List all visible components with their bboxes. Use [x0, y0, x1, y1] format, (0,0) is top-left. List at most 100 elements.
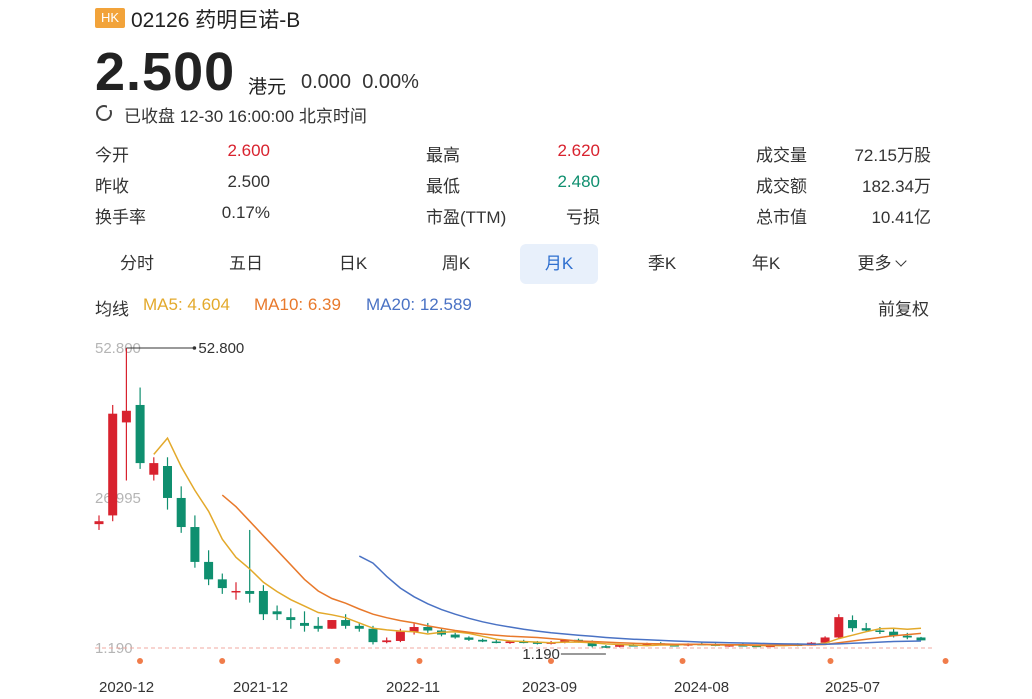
- high-value: 2.620: [557, 141, 600, 160]
- candle-body: [601, 646, 611, 648]
- candle-body: [327, 620, 337, 629]
- volume-value: 72.15万股: [854, 146, 931, 165]
- event-dot: [416, 658, 423, 664]
- tab-weekly-k[interactable]: 周K: [441, 254, 471, 273]
- currency-label: 港元: [248, 77, 287, 98]
- y-tick-label: 26.995: [95, 490, 141, 507]
- low-value: 2.480: [557, 172, 600, 191]
- high-label: 最高: [426, 146, 460, 165]
- amount-value: 182.34万: [862, 177, 931, 196]
- amount-label: 成交额: [756, 177, 807, 196]
- candle-body: [560, 639, 570, 643]
- candle-body: [765, 645, 775, 648]
- event-dot: [548, 658, 554, 664]
- ma5-legend: MA5: 4.604: [143, 295, 230, 314]
- low-label: 最低: [426, 177, 460, 196]
- tab-intraday[interactable]: 分时: [120, 254, 154, 273]
- x-tick-label: 2025-07: [825, 679, 881, 696]
- price-change: 0.000 0.00%: [301, 71, 419, 94]
- tab-yearly-k[interactable]: 年K: [751, 254, 781, 273]
- min-marker-label: 1.190: [522, 646, 560, 663]
- candle-body: [94, 521, 104, 525]
- candle-body: [916, 637, 926, 641]
- candle-body: [176, 497, 186, 528]
- candle-body: [861, 628, 871, 631]
- candle-body: [108, 413, 118, 516]
- candle-body: [450, 634, 460, 638]
- ma10-line: [221, 494, 922, 646]
- volume-label: 成交量: [756, 146, 807, 165]
- candle-body: [272, 611, 282, 615]
- candle-body: [354, 625, 364, 629]
- candle-body: [121, 410, 131, 423]
- candle-body: [423, 627, 433, 631]
- max-marker-dot: [192, 346, 197, 350]
- candle-body: [848, 620, 857, 629]
- candle-body: [902, 635, 912, 638]
- market-status: 已收盘 12-30 16:00:00 北京时间: [124, 107, 367, 126]
- candle-body: [204, 561, 214, 580]
- candle-body: [231, 590, 241, 593]
- prev-close-value: 2.500: [227, 172, 270, 191]
- candle-body: [313, 625, 323, 629]
- market-badge: HK: [95, 8, 125, 28]
- candle-body: [258, 590, 268, 615]
- tab-quarterly-k[interactable]: 季K: [647, 254, 677, 273]
- tab-monthly-k[interactable]: 月K: [520, 244, 598, 284]
- x-tick-label: 2020-12: [99, 679, 155, 696]
- turnover-rate-label: 换手率: [95, 208, 146, 227]
- market-closed-icon: [96, 104, 113, 121]
- candle-body: [464, 637, 474, 640]
- candle-body: [491, 641, 501, 644]
- candle-body: [519, 641, 529, 644]
- ma10-legend: MA10: 6.39: [254, 295, 341, 314]
- candle-body: [834, 617, 844, 638]
- candle-body: [505, 641, 515, 644]
- candle-body: [382, 640, 392, 643]
- tab-daily-k[interactable]: 日K: [338, 254, 368, 273]
- candle-body: [149, 463, 159, 475]
- y-tick-label: 52.800: [95, 340, 141, 357]
- event-dot: [219, 658, 226, 664]
- change-value: 0.000: [301, 71, 352, 93]
- candlestick-chart[interactable]: 52.800 26.995 1.190 52.800 1.190: [0, 330, 1032, 675]
- max-marker-label: 52.800: [198, 340, 244, 357]
- open-label: 今开: [95, 146, 129, 165]
- event-dot: [334, 658, 341, 664]
- candle-body: [163, 466, 172, 498]
- candle-body: [587, 641, 597, 647]
- candle-body: [217, 579, 227, 589]
- adjust-mode-button[interactable]: 前复权: [878, 300, 929, 319]
- x-tick-label: 2023-09: [522, 679, 578, 696]
- tab-more[interactable]: 更多: [836, 244, 926, 284]
- stock-title: 02126 药明巨诺-B: [131, 9, 301, 32]
- x-tick-label: 2024-08: [674, 679, 730, 696]
- candle-body: [135, 404, 145, 464]
- market-cap-label: 总市值: [756, 208, 807, 227]
- candle-body: [409, 627, 419, 632]
- open-value: 2.600: [227, 141, 270, 160]
- market-cap-value: 10.41亿: [871, 208, 931, 227]
- candle-body: [478, 639, 488, 642]
- candle-body: [341, 620, 351, 626]
- y-tick-label: 1.190: [95, 640, 133, 657]
- candle-body: [395, 631, 405, 641]
- candle-body: [724, 645, 734, 647]
- pe-label: 市盈(TTM): [426, 208, 507, 227]
- ma-title: 均线: [95, 300, 129, 319]
- candle-body: [642, 643, 652, 646]
- event-dot: [827, 658, 834, 664]
- tab-five-day[interactable]: 五日: [229, 254, 263, 273]
- event-dot: [942, 658, 949, 664]
- change-percent: 0.00%: [362, 71, 419, 93]
- candle-body: [532, 642, 542, 644]
- chevron-down-icon: [894, 255, 907, 267]
- tab-more-label: 更多: [857, 254, 892, 273]
- current-price: 2.500: [95, 42, 236, 102]
- candle-body: [875, 630, 885, 633]
- candle-body: [738, 645, 748, 647]
- ma20-line: [358, 555, 922, 645]
- candle-body: [368, 628, 378, 643]
- x-tick-label: 2022-11: [386, 679, 440, 696]
- candle-body: [300, 622, 309, 626]
